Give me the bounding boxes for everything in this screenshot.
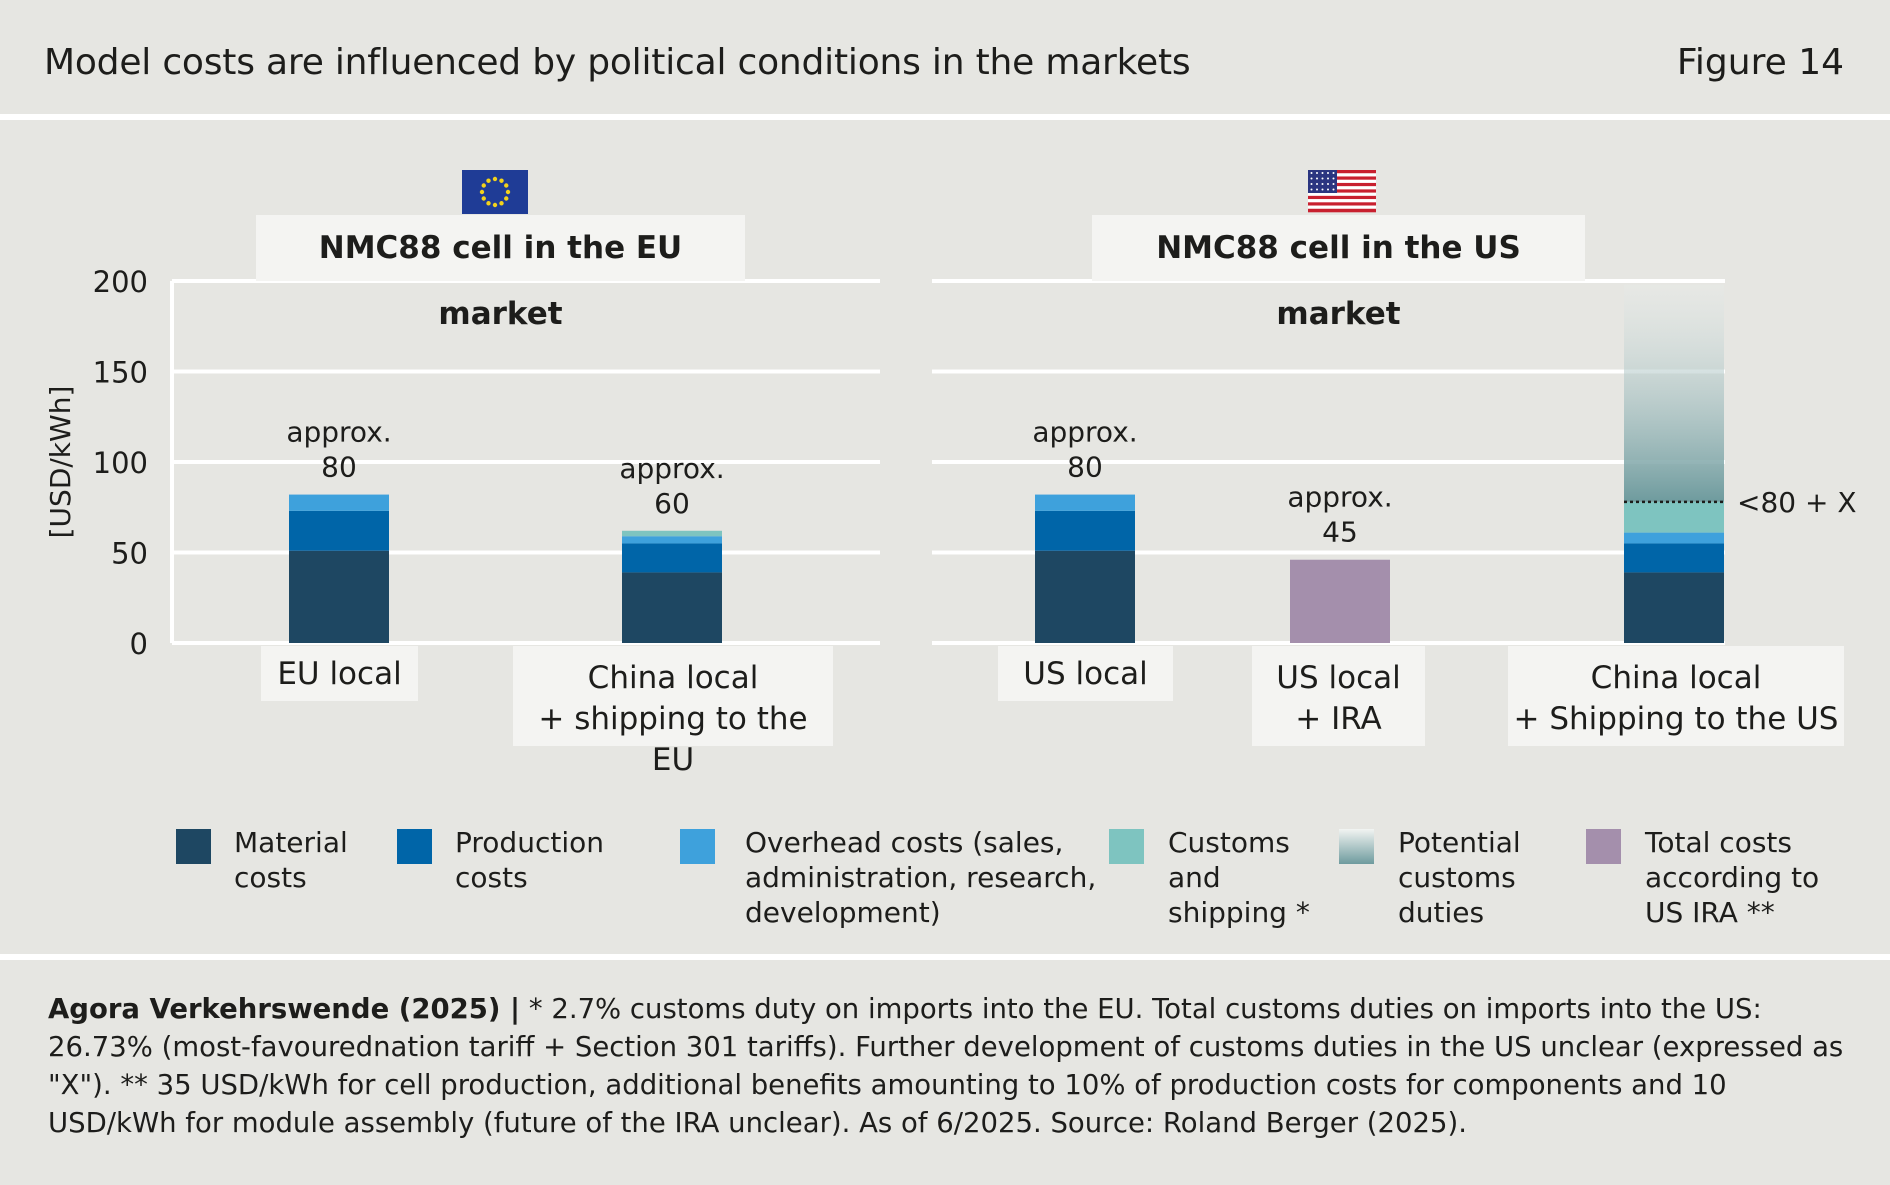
bar-segment [1035,494,1135,511]
bar-value-label: approx. [1287,481,1392,514]
bars [289,284,1724,643]
legend-swatch [1109,829,1144,864]
legend-label: Overhead costs (sales, administration, r… [745,826,1097,929]
bar-segment [622,530,722,537]
bar-value-label: 45 [1322,516,1358,549]
bar-value-label: approx. [286,416,391,449]
legend-label: Customs and shipping * [1168,826,1310,929]
bar-segment [1290,559,1390,643]
category-label: US local + IRA [1252,646,1425,746]
bar-segment [622,543,722,573]
panel-title-eu: NMC88 cell in the EU market [256,215,745,332]
category-label: China local + shipping to the EU [513,646,833,778]
y-axis: 0 50 100 150 200 [USD/kWh] [44,265,174,661]
bar-value-label: 80 [321,451,357,484]
bar-segment [1624,284,1724,502]
footnote-text: * 2.7% customs duty on imports into the … [48,993,1844,1139]
annotation-label: <80 + X [1737,486,1857,519]
legend-label: Material costs [234,826,348,894]
footnote-source: Agora Verkehrswende (2025) | [48,993,521,1025]
category-label: US local [998,646,1173,701]
bar-segment [289,550,389,643]
bar-value-label: approx. [619,452,724,485]
footer-divider [0,954,1890,960]
bar-segment [1035,550,1135,643]
bar-segment [622,572,722,643]
legend-label: Potential customs duties [1398,826,1521,929]
category-label: EU local [261,646,418,701]
bar-segment [1035,510,1135,551]
y-tick-label: 150 [93,356,148,390]
category-label: China local + Shipping to the US [1508,646,1844,746]
panel-title-us: NMC88 cell in the US market [1092,215,1585,332]
legend-swatch [397,829,432,864]
y-axis-label: [USD/kWh] [44,386,77,539]
bar-segment [1624,501,1724,533]
bar-value-label: 80 [1067,451,1103,484]
legend-swatch [176,829,211,864]
grid [172,279,1725,645]
header: Model costs are influenced by political … [0,0,1890,116]
legend-swatch [1586,829,1621,864]
header-divider [0,114,1890,120]
bar-segment [1624,543,1724,573]
page-title: Model costs are influenced by political … [44,42,1191,83]
y-tick-label: 100 [93,446,148,480]
figure-label: Figure 14 [1676,42,1844,83]
legend-label: Total costs according to US IRA ** [1645,826,1820,929]
footnote: Agora Verkehrswende (2025) | * 2.7% cust… [48,990,1848,1142]
us-flag-icon [1308,170,1376,213]
eu-flag-icon [462,170,528,214]
y-tick-label: 0 [130,627,148,661]
bar-segment [1624,572,1724,643]
legend-swatch [1339,829,1374,864]
bar-value-label: 60 [654,487,690,520]
y-tick-label: 50 [111,537,148,571]
bar-segment [1624,532,1724,544]
bar-segment [289,510,389,551]
bar-segment [289,494,389,511]
annotation: <80 + X [1624,486,1857,519]
legend-swatch [680,829,715,864]
bar-value-label: approx. [1032,416,1137,449]
legend-label: Production costs [455,826,604,894]
y-tick-label: 200 [93,265,148,299]
bar-segment [622,536,722,544]
